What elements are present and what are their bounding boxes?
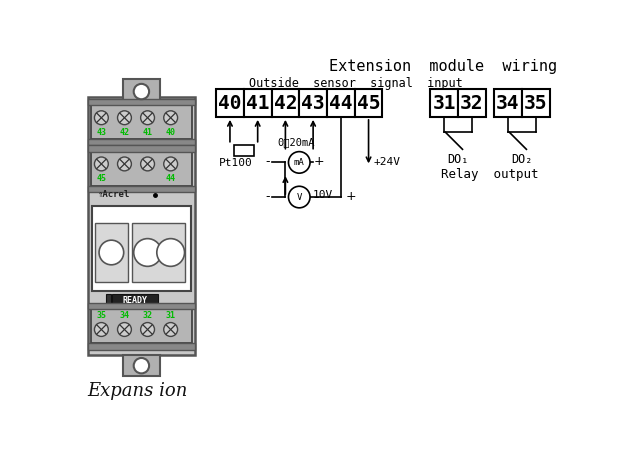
Circle shape bbox=[164, 111, 177, 125]
Bar bbox=[91, 308, 192, 344]
Text: mA: mA bbox=[294, 158, 304, 167]
Text: 34: 34 bbox=[496, 94, 520, 112]
Text: ⇑Acrel: ⇑Acrel bbox=[98, 190, 131, 199]
Text: 35: 35 bbox=[524, 94, 547, 112]
Bar bbox=[123, 79, 160, 101]
Text: V: V bbox=[297, 192, 302, 202]
Text: 32: 32 bbox=[142, 311, 152, 320]
Text: 45: 45 bbox=[96, 174, 107, 183]
Circle shape bbox=[164, 323, 177, 336]
Bar bbox=[123, 355, 160, 376]
Circle shape bbox=[288, 152, 310, 173]
Bar bbox=[91, 104, 192, 139]
Circle shape bbox=[157, 238, 184, 266]
Bar bbox=[522, 89, 549, 117]
Text: 34: 34 bbox=[119, 311, 130, 320]
Bar bbox=[92, 206, 191, 291]
Bar bbox=[112, 294, 158, 306]
Bar bbox=[132, 223, 184, 282]
Text: READY: READY bbox=[122, 296, 148, 305]
Circle shape bbox=[134, 238, 161, 266]
Text: Outside  sensor  signal  input: Outside sensor signal input bbox=[249, 76, 463, 90]
Text: 43: 43 bbox=[96, 128, 107, 137]
Text: -: - bbox=[265, 190, 270, 203]
Bar bbox=[327, 89, 355, 117]
Text: 45: 45 bbox=[357, 94, 380, 112]
Bar bbox=[87, 139, 195, 146]
Bar bbox=[87, 99, 195, 106]
Circle shape bbox=[117, 157, 131, 171]
Bar bbox=[458, 89, 486, 117]
Text: 41: 41 bbox=[142, 128, 152, 137]
Circle shape bbox=[117, 111, 131, 125]
Text: DO₂: DO₂ bbox=[511, 153, 533, 166]
Text: Extension  module  wiring: Extension module wiring bbox=[329, 59, 558, 74]
Text: 42: 42 bbox=[274, 94, 297, 112]
Text: Pt100: Pt100 bbox=[219, 158, 253, 168]
Circle shape bbox=[164, 157, 177, 171]
Bar bbox=[106, 294, 112, 306]
Text: 44: 44 bbox=[329, 94, 353, 112]
Text: 0～20mA: 0～20mA bbox=[278, 137, 315, 147]
Text: Relay  output: Relay output bbox=[441, 168, 538, 181]
Bar bbox=[87, 97, 195, 355]
Circle shape bbox=[134, 84, 149, 99]
Text: 43: 43 bbox=[301, 94, 325, 112]
Bar bbox=[95, 223, 128, 282]
Text: Expans ion: Expans ion bbox=[87, 382, 188, 400]
Text: -: - bbox=[265, 155, 270, 168]
Text: 40: 40 bbox=[166, 128, 175, 137]
Text: 10V: 10V bbox=[313, 190, 334, 200]
Text: +24V: +24V bbox=[374, 157, 401, 167]
Bar bbox=[430, 89, 458, 117]
Bar bbox=[272, 89, 299, 117]
Circle shape bbox=[99, 240, 124, 265]
Bar bbox=[234, 146, 254, 156]
Text: +: + bbox=[345, 190, 356, 203]
Bar bbox=[216, 89, 244, 117]
Circle shape bbox=[140, 157, 154, 171]
Circle shape bbox=[140, 323, 154, 336]
Circle shape bbox=[94, 323, 108, 336]
Bar bbox=[244, 89, 272, 117]
Bar bbox=[87, 303, 195, 309]
Text: 31: 31 bbox=[433, 94, 456, 112]
Bar bbox=[87, 146, 195, 152]
Bar bbox=[494, 89, 522, 117]
Bar bbox=[91, 150, 192, 186]
Text: DO₁: DO₁ bbox=[447, 153, 468, 166]
Text: +: + bbox=[313, 155, 324, 168]
Circle shape bbox=[134, 358, 149, 374]
Text: 40: 40 bbox=[218, 94, 242, 112]
Text: 42: 42 bbox=[119, 128, 130, 137]
Circle shape bbox=[288, 186, 310, 208]
Circle shape bbox=[117, 323, 131, 336]
Text: 35: 35 bbox=[96, 311, 107, 320]
Bar bbox=[355, 89, 382, 117]
Bar bbox=[299, 89, 327, 117]
Circle shape bbox=[94, 111, 108, 125]
Text: 41: 41 bbox=[246, 94, 269, 112]
Bar bbox=[87, 344, 195, 349]
Text: 32: 32 bbox=[460, 94, 484, 112]
Circle shape bbox=[140, 111, 154, 125]
Text: 44: 44 bbox=[166, 174, 175, 183]
Bar bbox=[87, 186, 195, 192]
Text: 31: 31 bbox=[166, 311, 175, 320]
Circle shape bbox=[94, 157, 108, 171]
